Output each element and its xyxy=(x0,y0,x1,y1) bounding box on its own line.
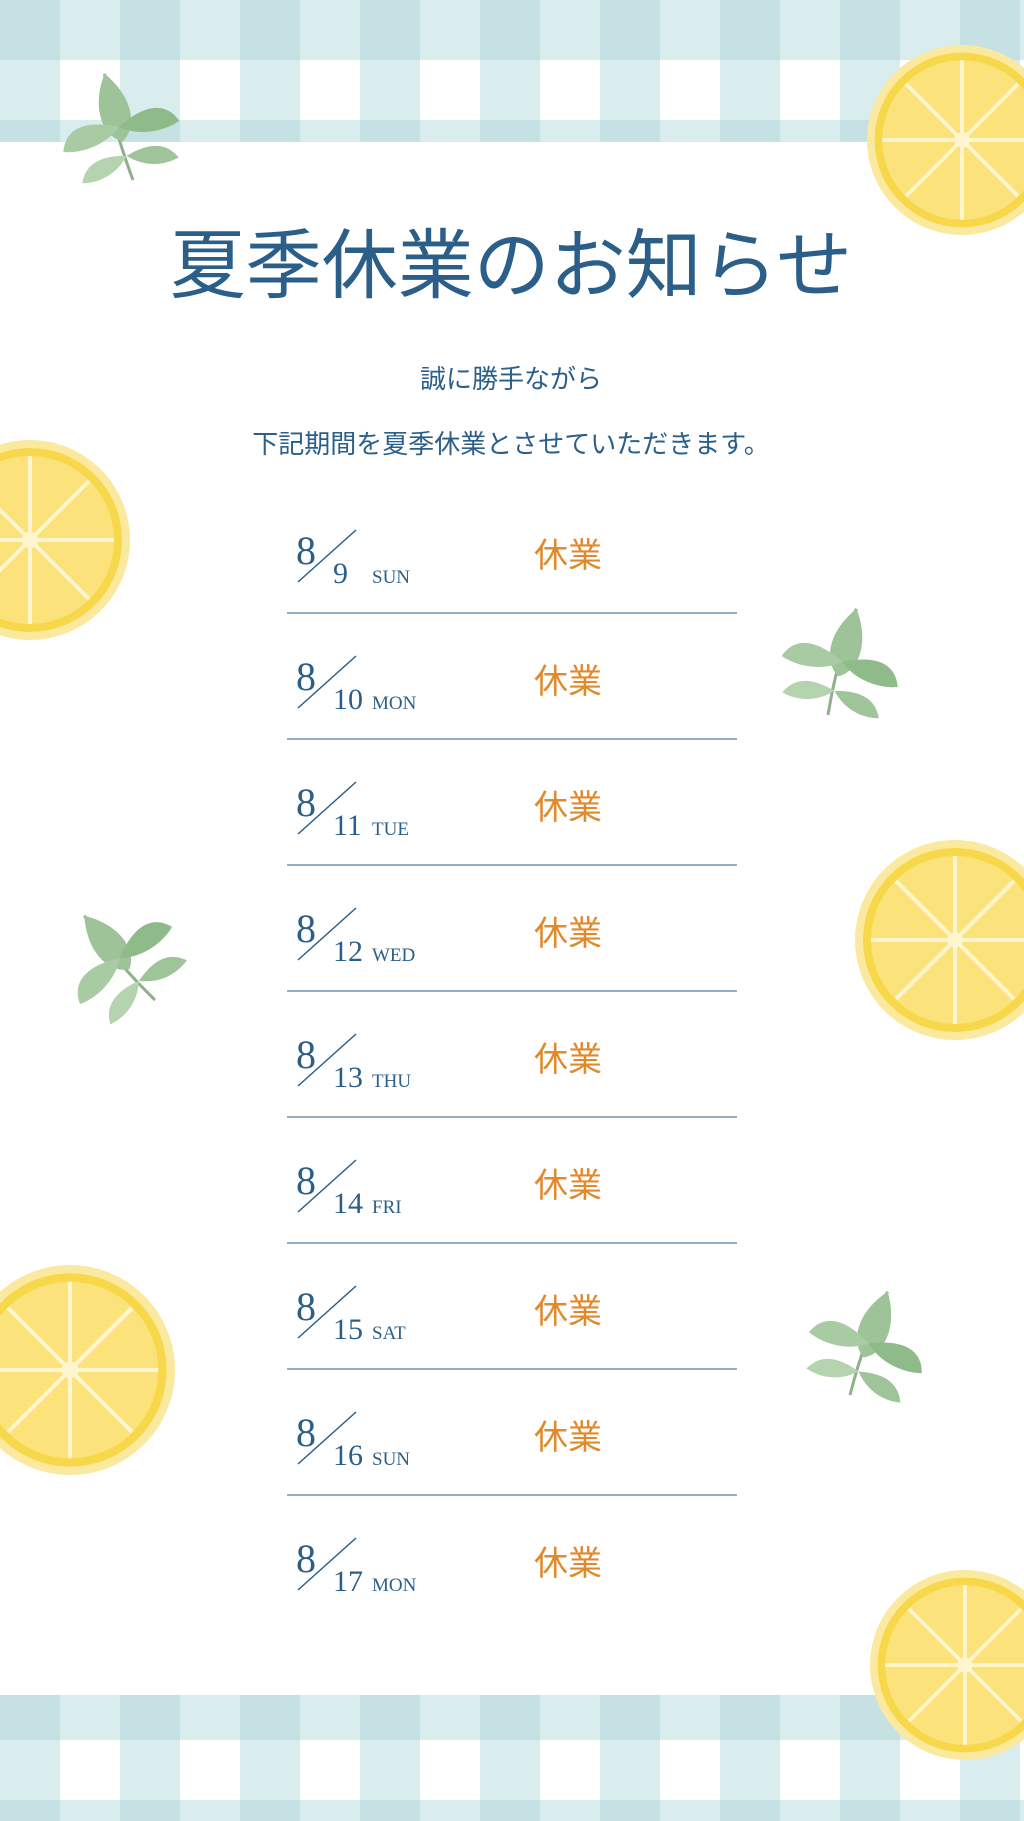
gingham-bottom xyxy=(0,1695,1024,1821)
weekday: MON xyxy=(372,693,417,714)
weekday: THU xyxy=(372,1071,411,1092)
month: 8 xyxy=(296,1536,316,1581)
lemon xyxy=(0,438,132,642)
day: 13 xyxy=(333,1061,363,1094)
day: 10 xyxy=(333,683,363,716)
status: 休業 xyxy=(534,663,602,701)
day: 17 xyxy=(333,1565,363,1598)
intro-line: 誠に勝手ながら xyxy=(420,365,602,394)
schedule-row: 8 12 WED 休業 xyxy=(287,906,737,992)
weekday: SUN xyxy=(372,1449,410,1470)
schedule-row: 8 16 SUN 休業 xyxy=(287,1410,737,1496)
month: 8 xyxy=(296,906,316,951)
date-slash xyxy=(297,1537,357,1591)
day: 11 xyxy=(333,809,362,842)
status: 休業 xyxy=(534,915,602,953)
schedule-row: 8 14 FRI 休業 xyxy=(287,1158,737,1244)
month: 8 xyxy=(296,528,316,573)
weekday: SUN xyxy=(372,567,410,588)
status: 休業 xyxy=(534,1545,602,1583)
date-slash xyxy=(297,529,357,583)
status: 休業 xyxy=(534,789,602,827)
date-slash xyxy=(297,1033,357,1087)
day: 12 xyxy=(333,935,363,968)
schedule-row: 8 15 SAT 休業 xyxy=(287,1284,737,1370)
lemon xyxy=(0,1265,175,1475)
month: 8 xyxy=(296,1410,316,1455)
schedule-row: 8 13 THU 休業 xyxy=(287,1032,737,1118)
date-slash xyxy=(297,907,357,961)
intro-line: 下記期間を夏季休業とさせていただきます。 xyxy=(252,430,769,459)
month: 8 xyxy=(296,1032,316,1077)
status: 休業 xyxy=(534,1293,602,1331)
schedule-row: 8 10 MON 休業 xyxy=(287,654,737,740)
date-slash xyxy=(297,1159,357,1213)
leaf xyxy=(36,875,203,1041)
month: 8 xyxy=(296,780,316,825)
day: 14 xyxy=(333,1187,363,1220)
date-slash xyxy=(297,781,357,835)
date-slash xyxy=(297,655,357,709)
weekday: TUE xyxy=(372,819,409,840)
lemon xyxy=(853,838,1024,1042)
day: 15 xyxy=(333,1313,363,1346)
month: 8 xyxy=(296,1158,316,1203)
month: 8 xyxy=(296,654,316,699)
status: 休業 xyxy=(534,1041,602,1079)
schedule-row: 89 SUN 休業 xyxy=(287,528,737,614)
date-slash xyxy=(297,1285,357,1339)
schedule-row: 8 17 MON 休業 xyxy=(296,1536,602,1598)
leaf xyxy=(768,591,916,733)
status: 休業 xyxy=(534,1419,602,1457)
weekday: MON xyxy=(372,1575,417,1596)
status: 休業 xyxy=(534,1167,602,1205)
leaf xyxy=(792,1269,946,1418)
weekday: SAT xyxy=(372,1323,406,1344)
status: 休業 xyxy=(534,537,602,575)
weekday: FRI xyxy=(372,1197,402,1218)
month: 8 xyxy=(296,1284,316,1329)
day: 9 xyxy=(333,557,348,590)
title: 夏季休業のお知らせ xyxy=(170,225,852,309)
date-slash xyxy=(297,1411,357,1465)
weekday: WED xyxy=(372,945,415,966)
day: 16 xyxy=(333,1439,363,1472)
schedule-row: 8 11 TUE 休業 xyxy=(287,780,737,866)
